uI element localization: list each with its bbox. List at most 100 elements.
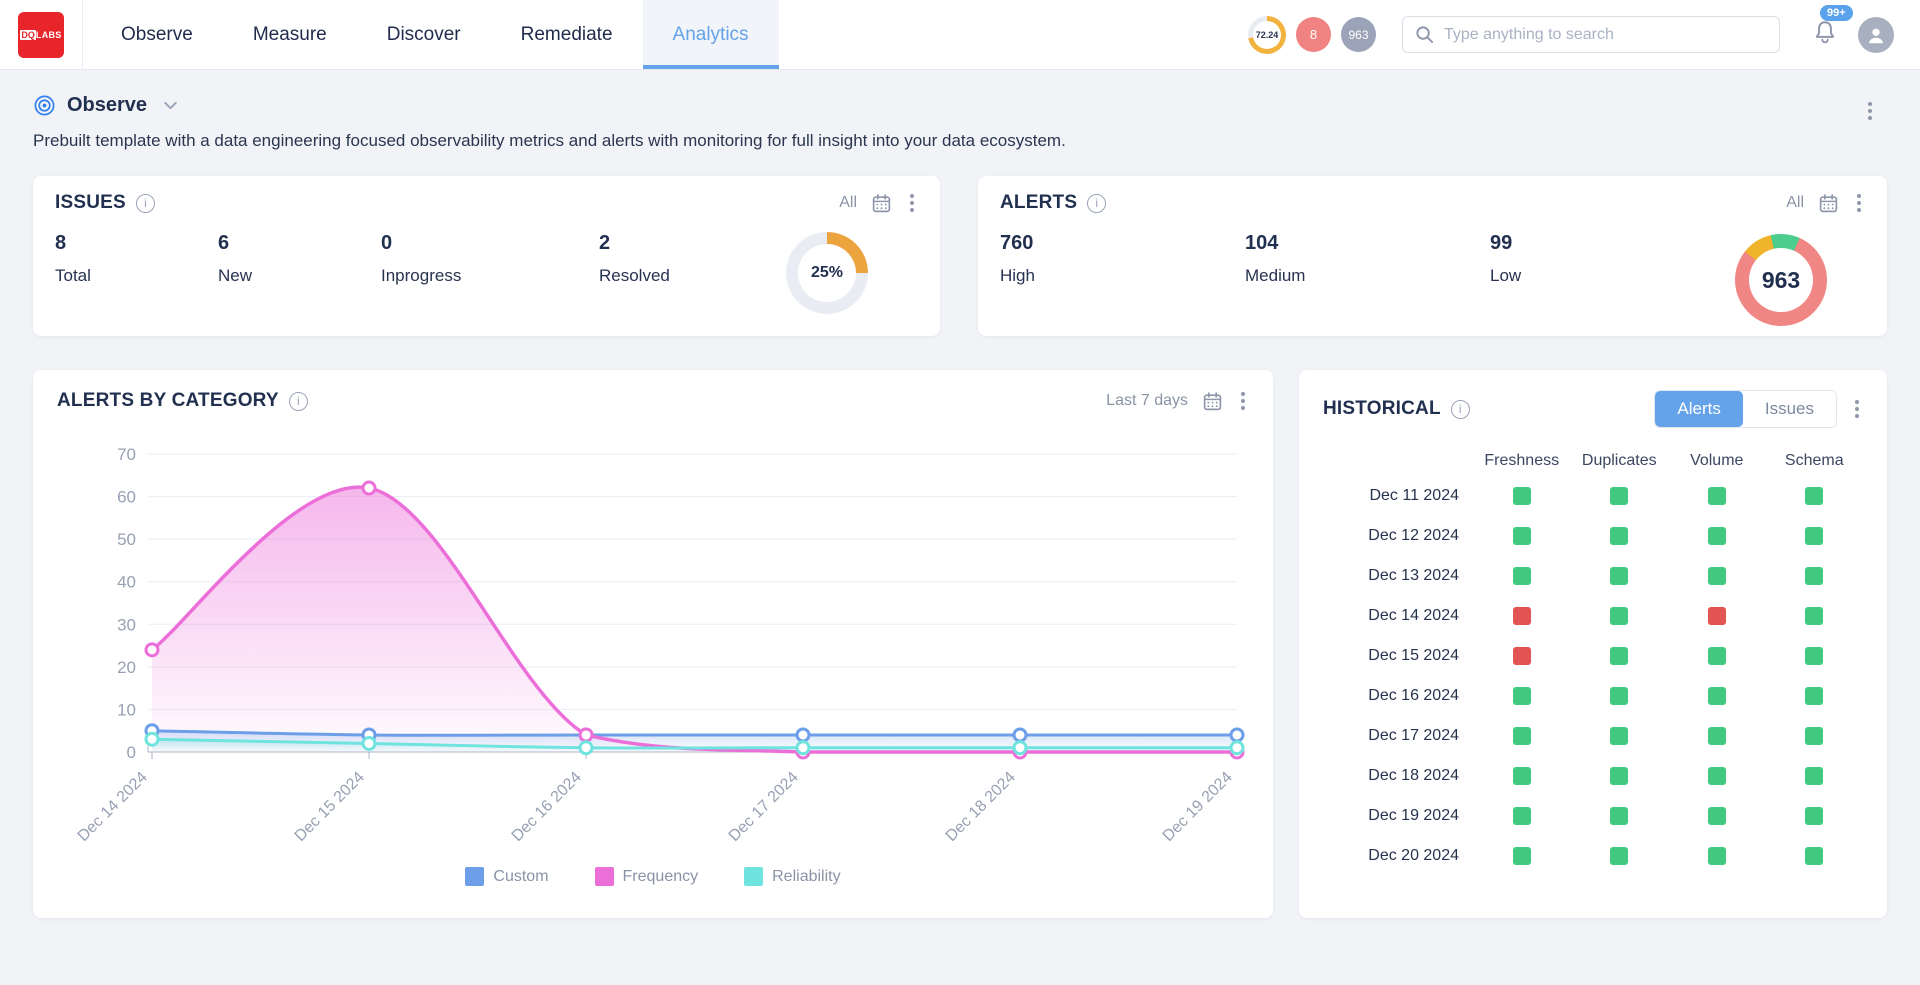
issues-card-kebab[interactable] [906, 192, 918, 214]
status-ok[interactable] [1610, 807, 1629, 825]
app-logo[interactable]: DQ LABS [0, 0, 82, 69]
row-date: Dec 19 2024 [1368, 807, 1459, 824]
status-cell [1571, 567, 1669, 585]
status-ok[interactable] [1512, 847, 1531, 865]
quality-score-badge[interactable]: 72.24 [1248, 15, 1286, 54]
nav-tab-analytics[interactable]: Analytics [642, 0, 779, 69]
alerts-count-badge[interactable]: 963 [1341, 17, 1376, 52]
data-point-reliability[interactable] [144, 731, 160, 747]
status-alert[interactable] [1512, 647, 1531, 665]
user-avatar[interactable] [1858, 16, 1894, 53]
status-ok[interactable] [1805, 727, 1824, 745]
status-ok[interactable] [1707, 727, 1726, 745]
data-point-custom[interactable] [795, 727, 811, 743]
status-ok[interactable] [1512, 687, 1531, 705]
status-alert[interactable] [1707, 607, 1726, 625]
status-ok[interactable] [1707, 847, 1726, 865]
data-point-custom[interactable] [1229, 727, 1245, 743]
status-ok[interactable] [1707, 647, 1726, 665]
status-alert[interactable] [1512, 607, 1531, 625]
legend-item-frequency[interactable]: Frequency [594, 867, 698, 886]
chart-card-kebab[interactable] [1237, 390, 1249, 412]
info-icon[interactable]: i [288, 391, 308, 411]
data-point-frequency[interactable] [578, 727, 594, 743]
legend-item-reliability[interactable]: Reliability [744, 867, 841, 886]
alerts-card-kebab[interactable] [1853, 192, 1865, 214]
alerts-card: ALERTS i All 760 High 104 Medium 99 Low 963 [978, 176, 1887, 336]
logo-text-labs: LABS [35, 29, 62, 40]
alerts-donut-total: 963 [1761, 266, 1801, 293]
svg-text:40: 40 [117, 573, 136, 592]
data-point-frequency[interactable] [361, 480, 377, 496]
nav-tab-observe[interactable]: Observe [121, 23, 193, 45]
status-cell [1668, 567, 1766, 585]
notifications-button[interactable]: 99+ [1812, 5, 1853, 50]
issues-date-filter-label[interactable]: All [839, 194, 857, 211]
alerts-date-filter-label[interactable]: All [1786, 194, 1804, 211]
issues-count-badge[interactable]: 8 [1296, 17, 1331, 52]
status-ok[interactable] [1805, 527, 1824, 545]
data-point-reliability[interactable] [361, 735, 377, 751]
status-ok[interactable] [1512, 487, 1531, 505]
status-ok[interactable] [1805, 607, 1824, 625]
status-ok[interactable] [1707, 807, 1726, 825]
info-icon[interactable]: i [1087, 193, 1107, 213]
historical-card-kebab[interactable] [1851, 398, 1863, 420]
page-header: Observe Prebuilt template with a data en… [0, 70, 1920, 151]
status-ok[interactable] [1610, 487, 1629, 505]
stat-label: High [1000, 266, 1035, 285]
tab-alerts[interactable]: Alerts [1655, 391, 1743, 427]
calendar-icon[interactable] [1202, 391, 1223, 412]
alerts-donut[interactable]: 963 [1735, 234, 1827, 326]
info-icon[interactable]: i [1450, 399, 1470, 419]
row-date: Dec 20 2024 [1368, 847, 1459, 864]
status-ok[interactable] [1610, 607, 1629, 625]
status-ok[interactable] [1610, 727, 1629, 745]
data-point-reliability[interactable] [795, 740, 811, 756]
status-ok[interactable] [1610, 767, 1629, 785]
status-ok[interactable] [1610, 527, 1629, 545]
status-ok[interactable] [1805, 687, 1824, 705]
nav-tab-discover[interactable]: Discover [386, 23, 461, 45]
status-ok[interactable] [1610, 567, 1629, 585]
notification-count-badge: 99+ [1820, 5, 1853, 21]
status-ok[interactable] [1707, 687, 1726, 705]
legend-item-custom[interactable]: Custom [465, 867, 549, 886]
nav-tab-remediate[interactable]: Remediate [520, 23, 613, 45]
status-ok[interactable] [1805, 567, 1824, 585]
status-ok[interactable] [1707, 487, 1726, 505]
status-ok[interactable] [1610, 847, 1629, 865]
status-ok[interactable] [1805, 647, 1824, 665]
status-ok[interactable] [1610, 687, 1629, 705]
status-ok[interactable] [1707, 767, 1726, 785]
status-ok[interactable] [1512, 727, 1531, 745]
search-input[interactable] [1444, 25, 1767, 44]
nav-tab-measure[interactable]: Measure [252, 23, 327, 45]
calendar-icon[interactable] [1818, 193, 1839, 214]
data-point-custom[interactable] [1012, 727, 1028, 743]
status-ok[interactable] [1610, 647, 1629, 665]
tab-issues[interactable]: Issues [1742, 391, 1836, 427]
status-ok[interactable] [1805, 807, 1824, 825]
info-icon[interactable]: i [135, 193, 155, 213]
status-ok[interactable] [1805, 767, 1824, 785]
chart-range-label[interactable]: Last 7 days [1106, 392, 1188, 409]
status-ok[interactable] [1512, 567, 1531, 585]
status-ok[interactable] [1805, 847, 1824, 865]
status-ok[interactable] [1512, 807, 1531, 825]
table-row: Dec 11 2024 [1323, 476, 1863, 516]
status-ok[interactable] [1805, 487, 1824, 505]
observe-target-icon [34, 95, 55, 116]
page-options-kebab[interactable] [1864, 100, 1876, 122]
chevron-down-icon[interactable] [162, 97, 179, 114]
data-point-frequency[interactable] [144, 642, 160, 658]
data-point-reliability[interactable] [1012, 740, 1028, 756]
issues-donut[interactable]: 25% [786, 232, 868, 314]
status-ok[interactable] [1707, 567, 1726, 585]
calendar-icon[interactable] [871, 193, 892, 214]
status-ok[interactable] [1512, 527, 1531, 545]
data-point-reliability[interactable] [1229, 740, 1245, 756]
status-ok[interactable] [1512, 767, 1531, 785]
status-ok[interactable] [1707, 527, 1726, 545]
data-point-reliability[interactable] [578, 740, 594, 756]
